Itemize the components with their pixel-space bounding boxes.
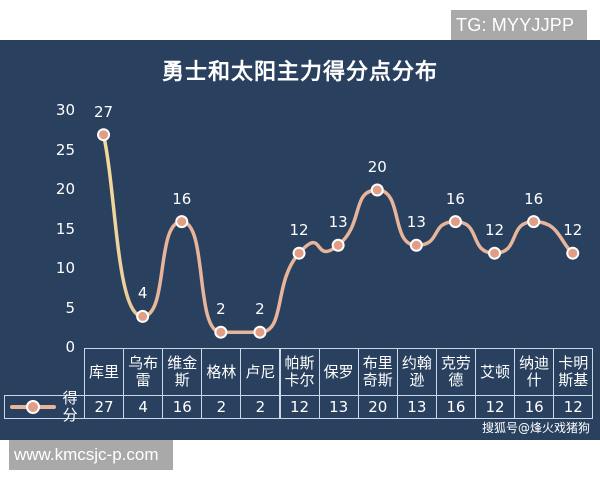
data-value-label: 12	[289, 221, 309, 240]
data-value-label: 13	[328, 213, 348, 232]
value-cell: 16	[162, 395, 203, 419]
data-point-marker	[488, 246, 502, 260]
data-value-label: 2	[255, 300, 265, 319]
data-point-marker	[292, 246, 306, 260]
category-header-cell: 格林	[201, 348, 242, 396]
data-point-marker	[370, 183, 384, 197]
data-point-marker	[175, 215, 189, 229]
data-point-marker	[566, 246, 580, 260]
data-point-marker	[136, 309, 150, 323]
category-header-cell: 卡明 斯基	[553, 348, 594, 396]
value-cell: 4	[123, 395, 164, 419]
value-cell: 12	[279, 395, 320, 419]
y-tick-label: 30	[55, 101, 75, 119]
value-cell: 27	[84, 395, 125, 419]
legend-line-marker-icon	[10, 400, 56, 414]
chart-panel	[0, 40, 600, 440]
data-value-label: 4	[137, 284, 148, 303]
data-value-label: 16	[172, 189, 192, 208]
data-value-label: 27	[94, 102, 114, 121]
value-cell: 2	[240, 395, 281, 419]
y-tick-label: 20	[55, 180, 75, 198]
category-header-cell: 克劳 德	[435, 348, 476, 396]
y-tick-label: 25	[55, 140, 75, 159]
data-value-label: 2	[216, 300, 226, 319]
category-header-cell: 维金 斯	[162, 348, 203, 396]
category-header-cell: 保罗	[318, 348, 359, 396]
category-header-cell: 布里 奇斯	[357, 348, 398, 396]
source-watermark: 搜狐号@烽火戏猪狗	[481, 421, 590, 435]
category-header-cell: 纳迪 什	[514, 348, 555, 396]
value-cell: 16	[514, 395, 555, 419]
category-header-cell: 艾顿	[475, 348, 516, 396]
value-cell: 12	[475, 395, 516, 419]
legend-cell: 得分	[4, 390, 85, 423]
category-header-cell: 约翰 逊	[396, 348, 437, 396]
value-cell: 2	[201, 395, 242, 419]
data-value-label: 16	[524, 189, 544, 208]
chart-title: 勇士和太阳主力得分点分布	[161, 60, 438, 85]
data-point-marker	[253, 325, 267, 339]
series-markers	[97, 128, 580, 339]
category-header-cell: 帕斯 卡尔	[279, 348, 320, 396]
data-point-marker	[331, 238, 345, 252]
data-point-marker	[527, 215, 541, 229]
data-value-label: 16	[445, 189, 465, 208]
category-header-cell: 卢尼	[240, 348, 281, 396]
y-tick-label: 5	[65, 298, 75, 317]
data-value-label: 20	[367, 158, 387, 176]
value-cell: 13	[318, 395, 359, 419]
series-line-score	[101, 132, 575, 334]
category-header-cell: 乌布 雷	[123, 348, 164, 396]
tg-watermark-badge: TG: MYYJJPP	[451, 10, 587, 40]
data-value-label: 13	[406, 213, 426, 232]
value-cell: 16	[435, 395, 476, 419]
site-watermark-badge: www.kmcsjc-p.com	[9, 440, 173, 470]
data-point-marker	[448, 215, 462, 229]
category-header-cell: 库里	[84, 348, 125, 396]
y-tick-label: 10	[55, 259, 75, 277]
data-value-label: 12	[563, 221, 583, 240]
value-cell: 13	[396, 395, 437, 419]
y-tick-label: 0	[65, 338, 75, 356]
y-tick-label: 15	[55, 219, 75, 238]
value-cell: 12	[553, 395, 594, 419]
legend-label: 得分	[62, 389, 78, 424]
value-cell: 20	[357, 395, 398, 419]
data-point-marker	[97, 128, 111, 142]
data-point-marker	[409, 238, 423, 252]
data-point-marker	[214, 325, 228, 339]
data-value-label: 12	[485, 221, 505, 240]
